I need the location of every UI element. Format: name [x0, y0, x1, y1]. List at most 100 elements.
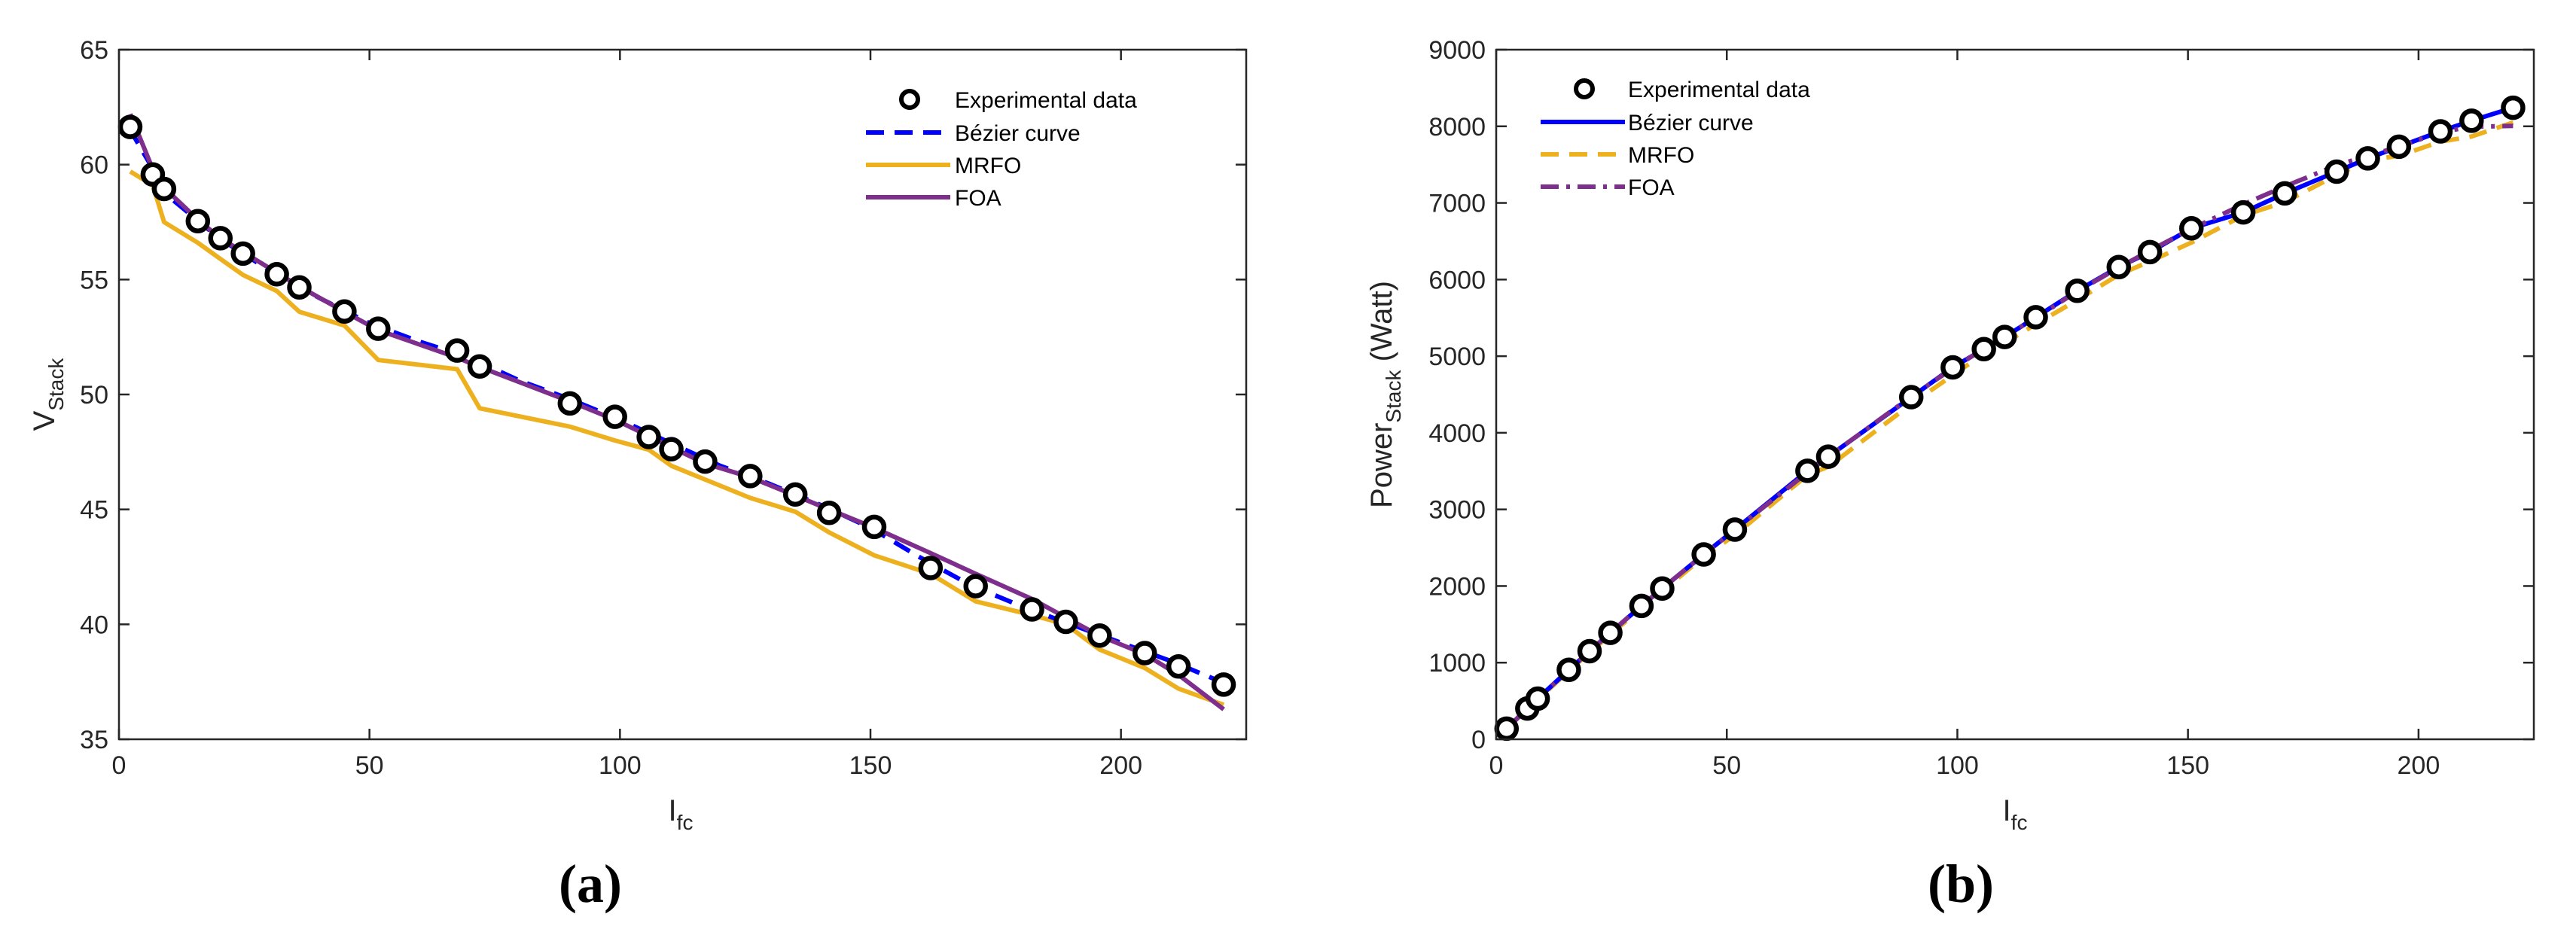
chart-b-experimental-point: [1992, 324, 2017, 349]
chart-b-legend-bezier-label: Bézier curve: [1628, 111, 1754, 136]
chart-a: 0 50 100 150 200 35 40 45 50 55 60 65 Ifc VStack E…: [28, 36, 1248, 914]
chart-b-legend-experimental-marker: [1574, 78, 1595, 99]
chart-b-experimental-point: [2324, 159, 2349, 184]
chart-b-experimental-point: [1815, 444, 1841, 469]
chart-b-y-tick-label: 0: [1471, 726, 1486, 754]
chart-a-experimental-point: [636, 425, 661, 449]
chart-b-y-tick-label: 6000: [1428, 266, 1486, 294]
chart-a-legend-mrfo-label: MRFO: [955, 154, 1021, 178]
chart-b-y-ticks: 0 1000 2000 3000 4000 5000 6000 7000 8000 9000: [1428, 36, 2534, 754]
chart-a-experimental-point: [1211, 672, 1236, 697]
chart-a-x-ticks: 0 50 100 150 200: [112, 50, 1142, 780]
chart-a-x-tick-label: 100: [599, 751, 642, 780]
chart-a-experimental-point: [287, 275, 312, 300]
chart-a-y-axis-label: VStack: [28, 358, 68, 431]
chart-a-experimental-point: [861, 514, 887, 540]
chart-b: 0 50 100 150 200 0 1000 2000 3000 4000 5000 6000 70…: [1365, 36, 2535, 914]
chart-a-experimental-point: [963, 574, 988, 598]
chart-a-x-axis-label-main: I: [669, 794, 677, 827]
chart-b-experimental-point: [2023, 305, 2048, 330]
chart-a-experimental-point: [602, 404, 627, 429]
chart-b-experimental-point: [2137, 239, 2163, 265]
chart-a-x-tick-label: 150: [849, 751, 892, 780]
chart-b-series-mrfo: [1504, 120, 2514, 731]
chart-a-x-axis-label-sub: fc: [677, 811, 694, 834]
chart-a-y-tick-label: 45: [80, 496, 108, 525]
chart-a-experimental-point: [1133, 641, 1157, 665]
chart-a-series-b-zier-curve: [127, 126, 1222, 684]
chart-a-experimental-point: [467, 354, 492, 379]
chart-a-experimental-point: [208, 226, 233, 251]
chart-a-experimental-point: [738, 464, 763, 489]
chart-a-y-tick-label: 60: [80, 151, 108, 180]
chart-b-experimental-point: [1494, 716, 1520, 742]
chart-b-experimental-point: [1898, 385, 1924, 410]
chart-a-experimental-point: [151, 176, 177, 202]
chart-b-y-tick-label: 1000: [1428, 649, 1486, 678]
chart-b-experimental-point: [1598, 620, 1623, 645]
chart-a-y-axis-label-main: V: [28, 410, 61, 431]
chart-a-y-tick-label: 65: [80, 36, 108, 65]
chart-a-marker-layer: [117, 114, 1236, 697]
chart-b-experimental-point: [1971, 337, 1996, 361]
panel-label-a: (a): [559, 854, 622, 914]
chart-b-x-axis-label: Ifc: [2003, 794, 2028, 834]
chart-a-experimental-point: [444, 338, 470, 363]
chart-b-experimental-point: [2273, 181, 2297, 206]
chart-a-experimental-point: [117, 114, 143, 139]
chart-b-y-tick-label: 2000: [1428, 572, 1486, 601]
panel-label-a-letter: a: [577, 854, 604, 914]
chart-b-y-axis-label-main: Power: [1365, 423, 1398, 508]
chart-b-x-tick-label: 50: [1712, 751, 1741, 780]
chart-b-experimental-point: [2065, 279, 2090, 303]
chart-b-y-tick-label: 3000: [1428, 496, 1486, 525]
chart-b-series-foa: [1504, 123, 2514, 730]
chart-a-experimental-point: [332, 299, 357, 324]
chart-b-series-b-zier-curve: [1504, 105, 2514, 731]
chart-b-x-axis-label-main: I: [2003, 794, 2011, 827]
chart-a-experimental-point: [230, 241, 255, 267]
chart-a-y-ticks: 35 40 45 50 55 60 65: [80, 36, 1246, 754]
chart-b-y-axis-label-unit: (Watt): [1365, 281, 1398, 370]
chart-b-series-layer: [1504, 105, 2514, 731]
chart-a-experimental-point: [1087, 623, 1112, 648]
chart-a-legend-experimental-marker: [899, 89, 920, 110]
chart-a-experimental-point: [1166, 653, 1191, 679]
chart-b-plot-frame: [1495, 48, 2535, 741]
chart-b-y-tick-label: 8000: [1428, 113, 1486, 142]
chart-b-experimental-point: [1691, 542, 1716, 567]
chart-a-experimental-point: [918, 556, 944, 580]
chart-a-experimental-point: [782, 482, 808, 507]
panel-label-a-close: ): [604, 854, 622, 914]
chart-a-y-tick-label: 55: [80, 266, 108, 294]
chart-b-marker-layer: [1494, 95, 2526, 742]
chart-b-y-tick-label: 4000: [1428, 419, 1486, 448]
chart-a-y-tick-label: 35: [80, 726, 108, 754]
panel-label-a-open: (: [559, 854, 577, 914]
chart-b-experimental-point: [1650, 576, 1675, 601]
chart-a-experimental-point: [366, 316, 391, 341]
chart-b-x-tick-label: 200: [2398, 751, 2440, 780]
chart-b-experimental-point: [1722, 517, 1748, 542]
panel-label-b-close: ): [1976, 854, 1994, 914]
chart-b-x-tick-label: 100: [1936, 751, 1979, 780]
chart-a-experimental-point: [557, 391, 583, 416]
chart-b-legend-experimental-label: Experimental data: [1628, 78, 1810, 102]
chart-b-experimental-point: [2459, 108, 2484, 133]
chart-b-experimental-point: [1525, 686, 1550, 711]
chart-b-experimental-point: [2428, 119, 2453, 144]
chart-b-y-tick-label: 7000: [1428, 190, 1486, 218]
chart-b-y-tick-label: 5000: [1428, 343, 1486, 371]
chart-b-experimental-point: [2501, 95, 2526, 120]
chart-b-experimental-point: [2179, 215, 2204, 241]
chart-a-experimental-point: [659, 437, 684, 461]
chart-a-x-tick-label: 0: [112, 751, 127, 780]
chart-b-experimental-point: [1556, 657, 1581, 683]
chart-b-experimental-point: [2230, 199, 2256, 225]
chart-b-experimental-point: [1577, 638, 1602, 664]
chart-b-y-axis-label-sub: Stack: [1382, 370, 1405, 423]
chart-a-plot-frame: [117, 48, 1248, 741]
chart-b-experimental-point: [2386, 134, 2412, 160]
chart-b-legend: Experimental data Bézier curve MRFO FOA: [1541, 78, 1810, 200]
